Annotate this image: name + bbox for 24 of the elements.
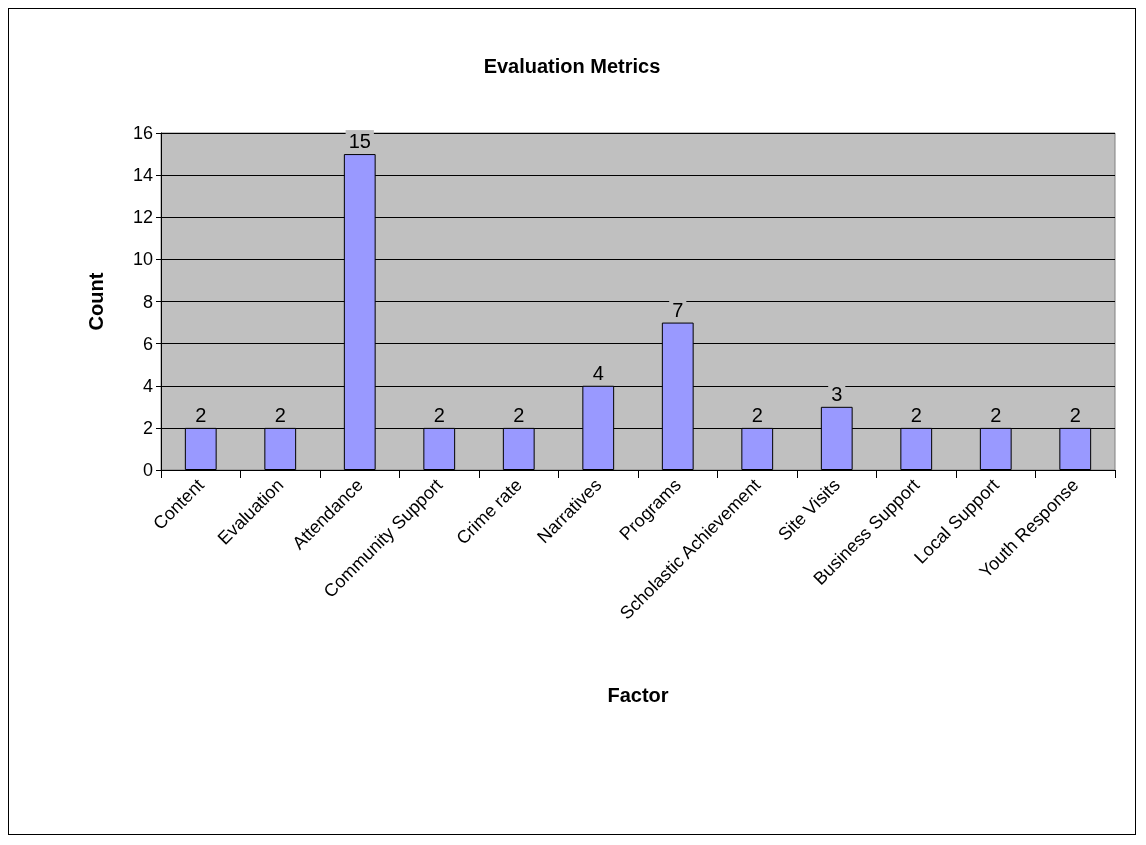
y-tick-label: 14	[132, 165, 153, 186]
data-label: 2	[513, 403, 525, 426]
chart-title: Evaluation Metrics	[483, 55, 661, 77]
data-label: 2	[910, 403, 922, 426]
y-tick-label: 8	[142, 291, 153, 312]
y-tick-label: 0	[142, 460, 153, 480]
data-label: 7	[672, 298, 684, 321]
data-label: 2	[274, 403, 286, 426]
x-axis-title: Factor	[607, 684, 669, 706]
data-label: 4	[592, 361, 604, 384]
y-tick-label: 10	[132, 249, 153, 270]
data-label: 15	[348, 130, 371, 153]
data-label: 2	[1069, 403, 1081, 426]
data-label: 2	[195, 403, 207, 426]
y-tick-label: 12	[132, 207, 153, 228]
data-label: 2	[990, 403, 1002, 426]
data-label: 2	[751, 403, 763, 426]
data-label: 2	[433, 403, 445, 426]
y-tick-label: 6	[142, 333, 153, 354]
y-axis-title: Count	[85, 272, 107, 331]
y-tick-label: 2	[142, 417, 153, 438]
y-tick-label: 4	[142, 375, 153, 396]
y-tick-label: 16	[132, 123, 153, 143]
data-label: 3	[831, 382, 843, 405]
